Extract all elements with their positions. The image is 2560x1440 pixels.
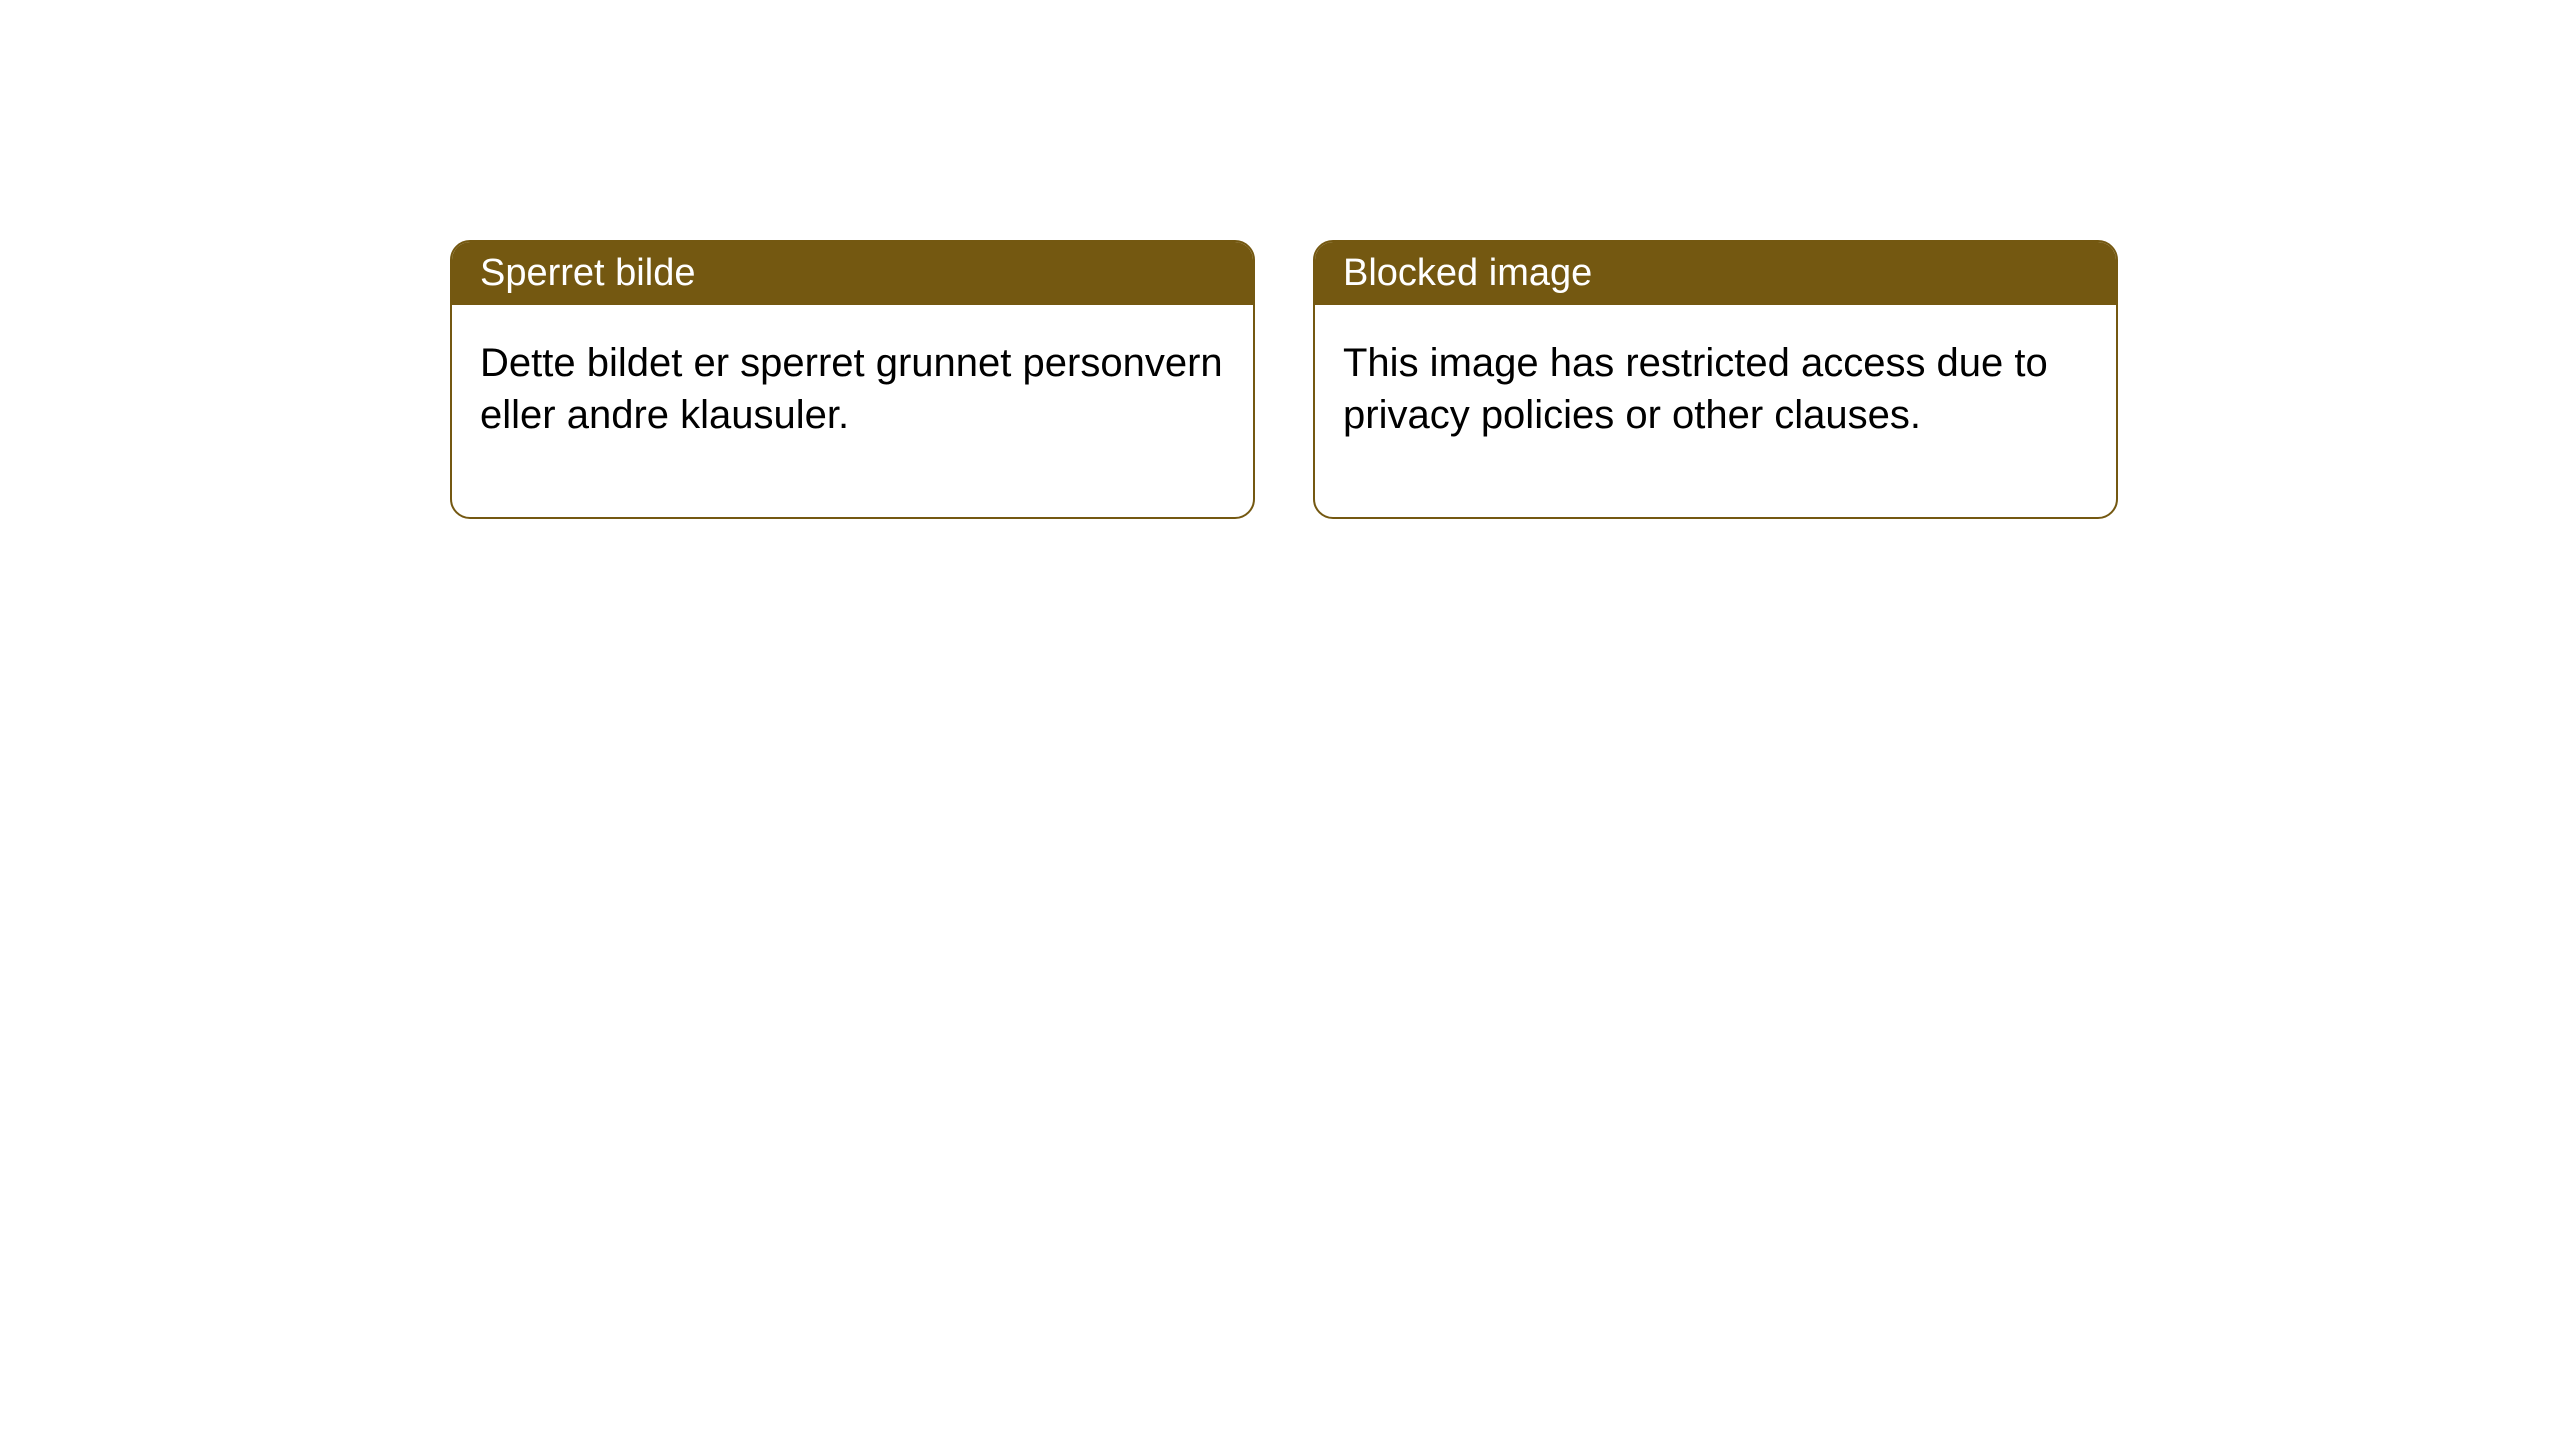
notice-card-header: Blocked image: [1315, 242, 2116, 305]
notice-card-header: Sperret bilde: [452, 242, 1253, 305]
notice-card-body: Dette bildet er sperret grunnet personve…: [452, 305, 1253, 517]
notice-card-norwegian: Sperret bilde Dette bildet er sperret gr…: [450, 240, 1255, 519]
notice-card-body: This image has restricted access due to …: [1315, 305, 2116, 517]
notice-message: This image has restricted access due to …: [1343, 341, 2048, 437]
notice-message: Dette bildet er sperret grunnet personve…: [480, 341, 1223, 437]
notice-container: Sperret bilde Dette bildet er sperret gr…: [450, 240, 2118, 519]
notice-title: Sperret bilde: [480, 252, 695, 294]
notice-card-english: Blocked image This image has restricted …: [1313, 240, 2118, 519]
notice-title: Blocked image: [1343, 252, 1592, 294]
